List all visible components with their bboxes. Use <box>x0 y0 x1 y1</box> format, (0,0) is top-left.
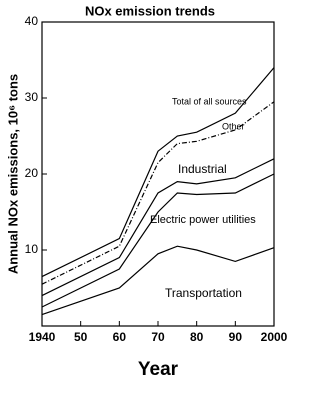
y-tick-label: 20 <box>25 166 39 180</box>
series-label: Total of all sources <box>172 96 247 106</box>
x-tick-label: 1940 <box>29 330 56 344</box>
plot-frame <box>41 21 275 327</box>
series-line <box>41 67 275 278</box>
x-tick-label: 50 <box>74 330 88 344</box>
y-tick-label: 40 <box>25 14 39 28</box>
x-tick-label: 90 <box>229 330 243 344</box>
x-tick-label: 70 <box>151 330 165 344</box>
x-tick-label: 2000 <box>261 330 288 344</box>
series-label: Industrial <box>178 162 227 176</box>
x-tick-label: 60 <box>113 330 127 344</box>
series-line <box>41 173 275 308</box>
x-tick-label: 80 <box>190 330 204 344</box>
y-tick-label: 10 <box>25 242 39 256</box>
x-axis-label: Year <box>138 359 179 380</box>
series-line <box>41 158 275 297</box>
series-label: Electric power utilities <box>150 214 256 226</box>
y-axis-label: Annual NOx emissions, 10⁶ tons <box>5 74 20 274</box>
chart: NOx emission trends Year Annual NOx emis… <box>5 3 288 380</box>
series-label: Transportation <box>165 286 242 300</box>
series-label: Other <box>222 121 245 131</box>
series-line <box>41 245 275 316</box>
chart-title: NOx emission trends <box>85 3 215 18</box>
y-tick-label: 30 <box>25 90 39 104</box>
